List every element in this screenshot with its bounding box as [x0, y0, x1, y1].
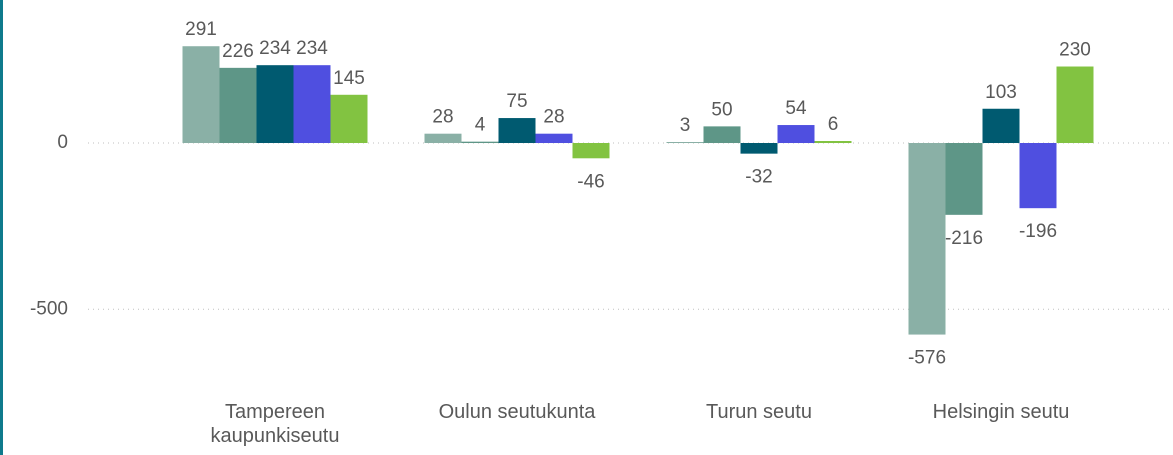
bar — [535, 133, 573, 144]
y-tick-label: 0 — [57, 132, 68, 153]
data-label: -196 — [1019, 221, 1057, 242]
data-label: 291 — [185, 19, 217, 40]
bar — [1056, 66, 1094, 144]
bar — [777, 125, 815, 144]
bar — [498, 118, 536, 144]
data-label: 50 — [711, 99, 732, 120]
data-label: 54 — [785, 98, 807, 119]
data-label: 103 — [985, 82, 1017, 103]
data-label: 6 — [828, 114, 839, 135]
bar — [572, 143, 610, 159]
data-label: 234 — [296, 38, 328, 59]
data-label: 75 — [506, 91, 527, 112]
bar — [461, 141, 499, 144]
bar — [814, 141, 852, 144]
bar — [182, 46, 220, 144]
data-label: -46 — [577, 171, 604, 192]
data-label: 230 — [1059, 40, 1091, 61]
data-label: 4 — [475, 115, 486, 136]
bar — [982, 108, 1020, 144]
data-label: 3 — [680, 115, 691, 136]
bar — [666, 142, 704, 144]
data-label: 28 — [432, 107, 453, 128]
data-label: -576 — [908, 348, 946, 369]
bar — [703, 126, 741, 144]
data-label: -32 — [745, 167, 772, 188]
data-label: 28 — [543, 107, 564, 128]
data-label: 226 — [222, 41, 254, 62]
x-tick-label: Tampereen kaupunkiseutu — [210, 401, 340, 447]
data-label: -216 — [945, 228, 983, 249]
bar — [219, 67, 257, 144]
x-tick-label: Turun seutu — [706, 401, 812, 423]
bar — [256, 65, 294, 144]
bar — [330, 94, 368, 144]
data-label: 145 — [333, 68, 365, 89]
x-tick-label: Oulun seutukunta — [438, 401, 596, 423]
x-tick-label: Helsingin seutu — [932, 401, 1070, 423]
y-tick-label: -500 — [30, 298, 68, 319]
data-label: 234 — [259, 38, 291, 59]
bar — [908, 143, 946, 335]
bar — [945, 143, 983, 215]
bar — [1019, 143, 1057, 209]
bar — [740, 143, 778, 154]
left-border — [0, 0, 3, 455]
bar — [424, 133, 462, 144]
bar — [293, 65, 331, 144]
